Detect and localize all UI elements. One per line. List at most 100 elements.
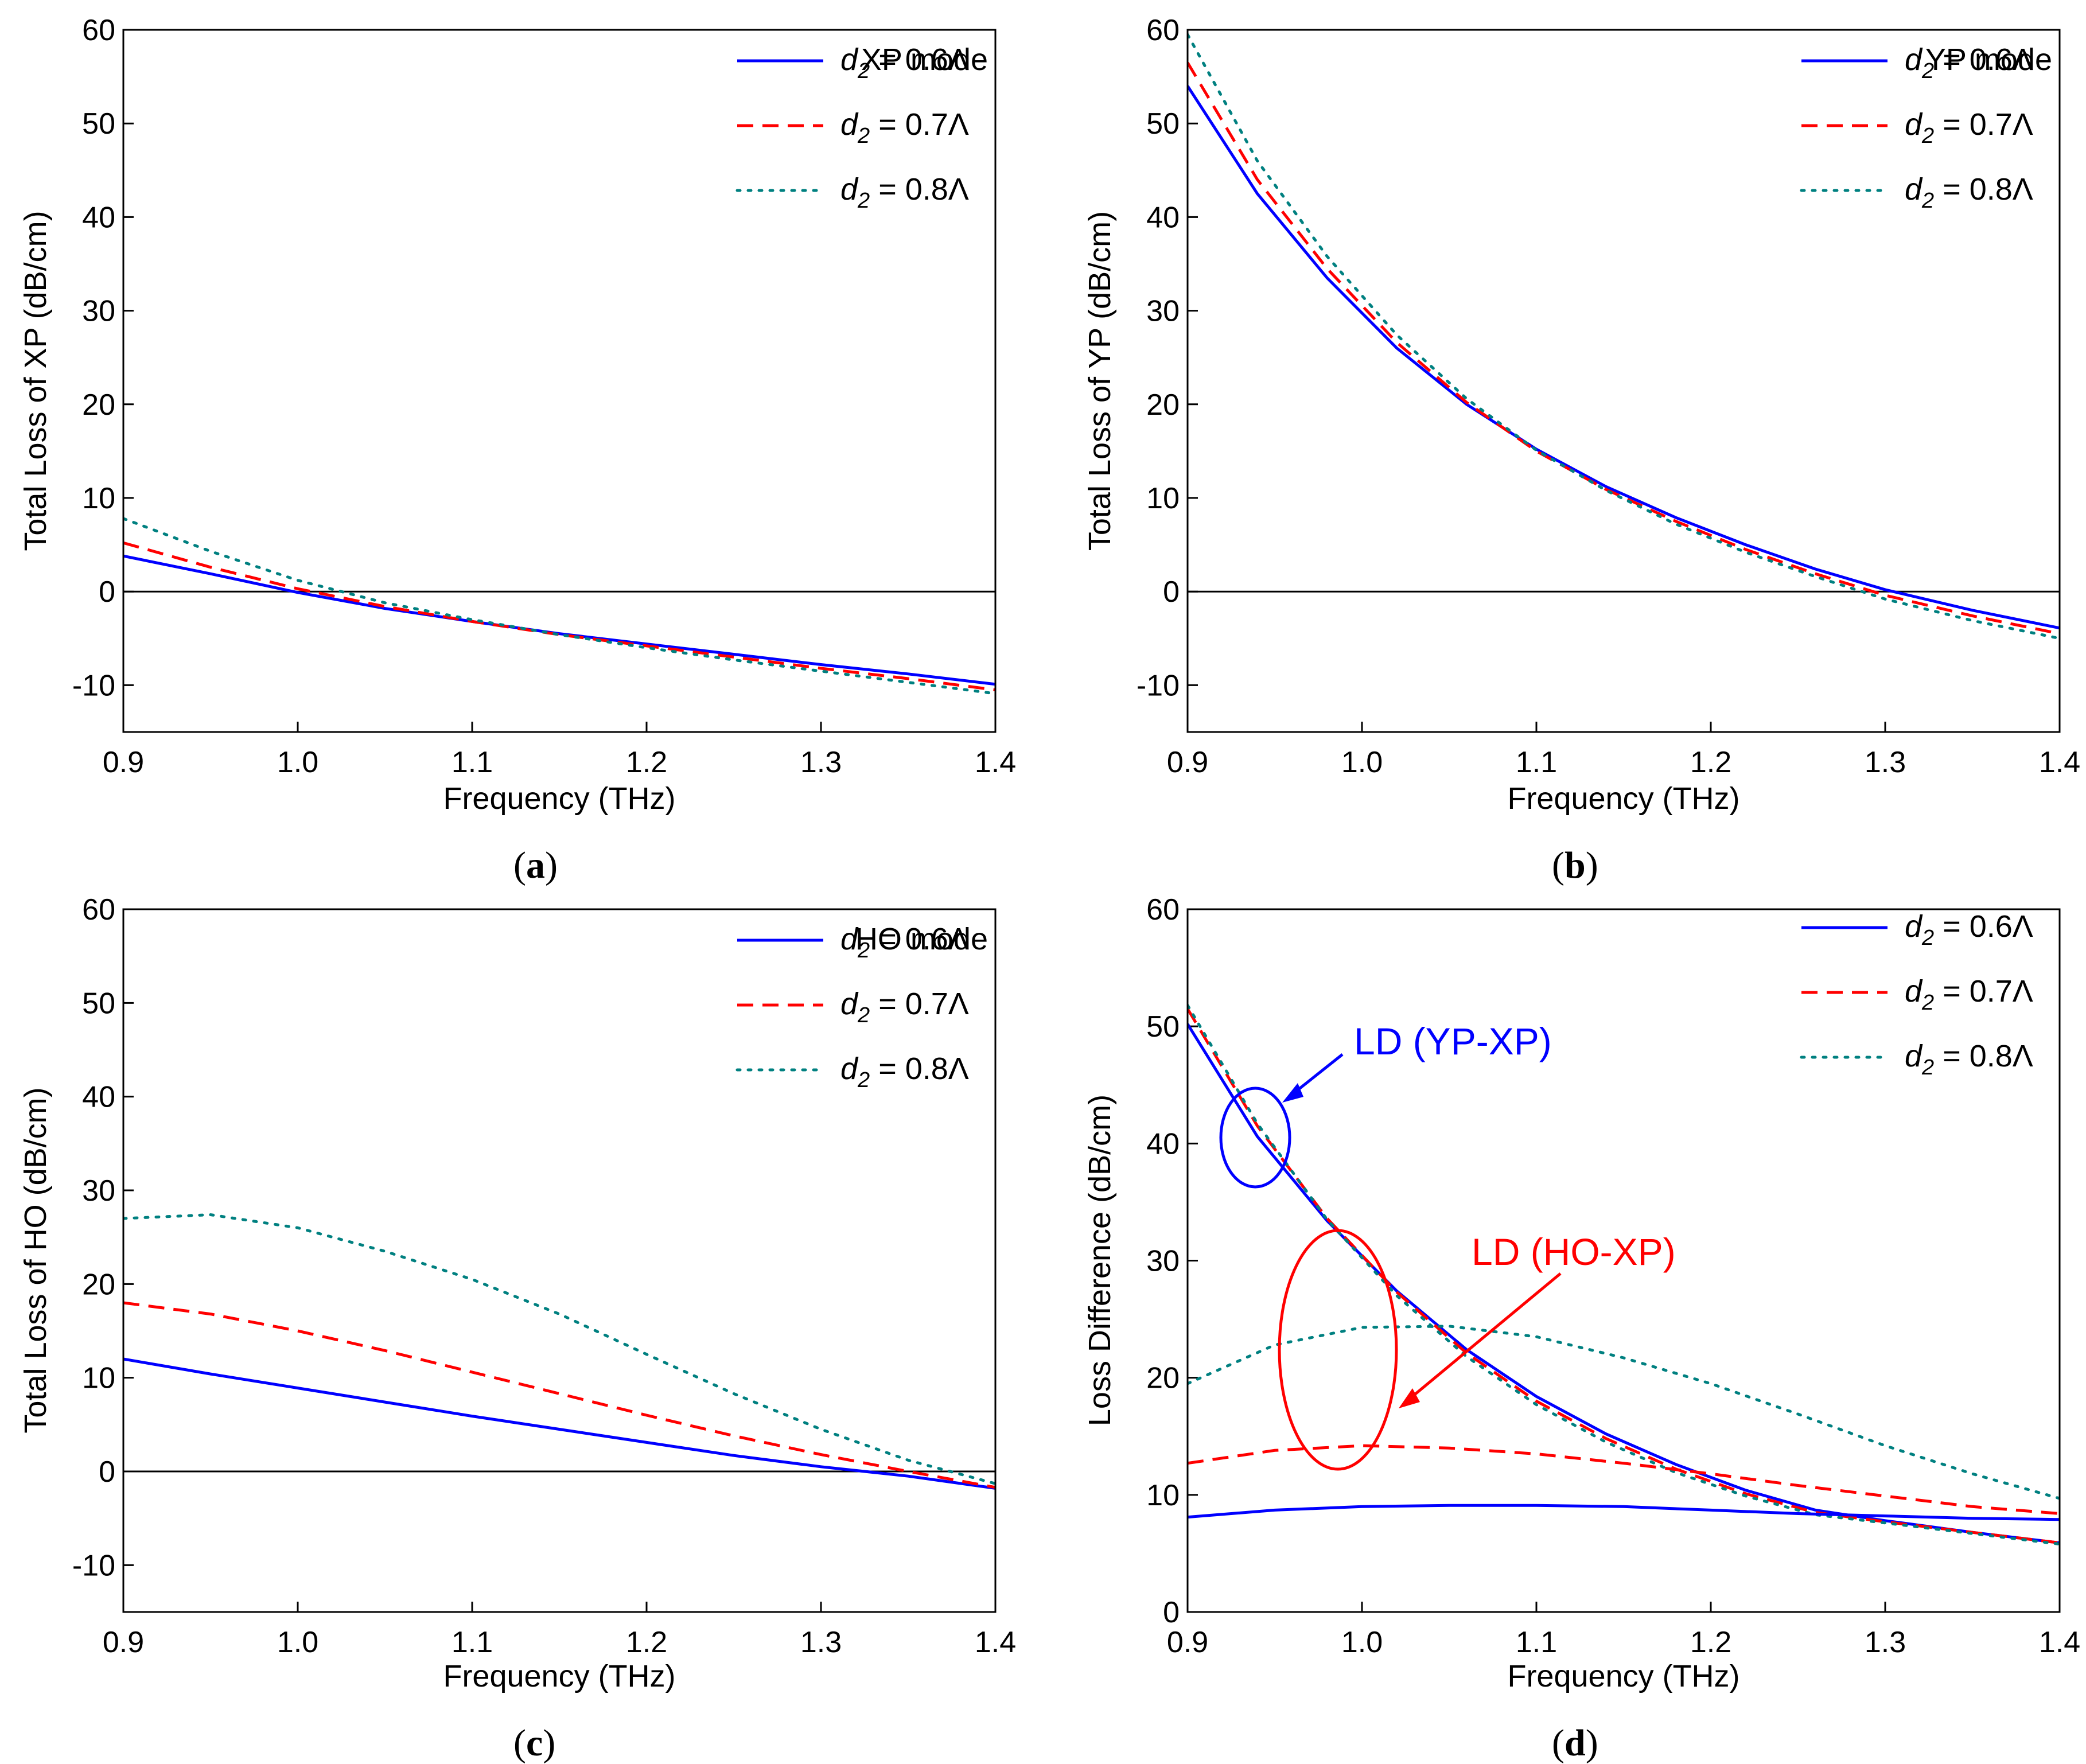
x-tick-label: 0.9	[1167, 1626, 1208, 1659]
x-tick-label: 1.1	[1516, 746, 1557, 779]
x-tick-label: 1.0	[1341, 746, 1383, 779]
panel-a: 0.9 1.0 1.1 1.2 1.3 1.4 -10 0 10 20 30 40 50 60 Total…	[18, 14, 1016, 886]
y-tick-label: 30	[82, 1174, 115, 1208]
x-tick-label: 1.0	[277, 1626, 318, 1659]
legend-label: d2 = 0.7Λ	[840, 107, 969, 148]
y-tick-label: 30	[1146, 295, 1180, 328]
y-tick-label: 60	[1146, 14, 1180, 47]
axis-ticks-a: 0.9 1.0 1.1 1.2 1.3 1.4 -10 0 10 20 30 40 50 60	[72, 14, 1016, 779]
axis-ticks-d: 0.9 1.0 1.1 1.2 1.3 1.4 0 10 20 30 40 50 60	[1146, 893, 2080, 1659]
legend-title-b: YP mode	[1925, 42, 2052, 77]
legend-title-a: XP mode	[861, 42, 988, 77]
y-tick-label: 60	[82, 893, 115, 926]
annotation-label-ho-xp: LD (HO-XP)	[1472, 1230, 1676, 1273]
plot-frame-a	[122, 29, 997, 733]
x-tick-label: 1.4	[2039, 1626, 2080, 1659]
y-tick-label: 40	[1146, 1127, 1180, 1161]
legend-label: d2 = 0.6Λ	[1905, 909, 2033, 950]
legend-c: HO mode d2 = 0.6Λ d2 = 0.7Λ d2 = 0.8Λ	[735, 922, 988, 1092]
legend-label: d2 = 0.8Λ	[840, 172, 969, 213]
y-tick-label: 50	[1146, 107, 1180, 141]
x-tick-label: 0.9	[1167, 746, 1208, 779]
x-tick-label: 1.4	[2039, 746, 2080, 779]
y-axis-label-b: Total Loss of YP (dB/cm)	[1083, 211, 1117, 551]
series-line-d2-0-6-	[123, 554, 995, 686]
annotation-ellipse-yp-xp	[1219, 1087, 1291, 1189]
panel-d: 0.9 1.0 1.1 1.2 1.3 1.4 0 10 20 30 40 50 60 Loss Dif…	[1083, 893, 2080, 1764]
y-tick-label: 60	[82, 14, 115, 47]
y-axis-label-c: Total Loss of HO (dB/cm)	[18, 1087, 53, 1433]
y-tick-label: -10	[72, 1549, 115, 1582]
x-tick-label: 1.0	[277, 746, 318, 779]
panel-caption-b: (b)	[1552, 844, 1598, 886]
axis-ticks-b: 0.9 1.0 1.1 1.2 1.3 1.4 -10 0 10 20 30 40 50 60	[1137, 14, 2080, 779]
y-tick-label: 50	[82, 987, 115, 1020]
x-tick-label: 0.9	[103, 746, 144, 779]
x-tick-label: 1.4	[975, 746, 1016, 779]
series-line-d2-0-7-	[123, 1301, 995, 1489]
x-tick-label: 1.3	[1865, 746, 1906, 779]
x-tick-label: 1.1	[452, 1626, 493, 1659]
legend-label: d2 = 0.7Λ	[1905, 974, 2033, 1015]
series-group-b	[1188, 33, 2060, 640]
y-tick-label: -10	[1137, 669, 1180, 702]
y-tick-label: 30	[82, 295, 115, 328]
y-tick-label: 0	[1163, 1596, 1180, 1629]
legend-b: YP mode d2 = 0.6Λ d2 = 0.7Λ d2 = 0.8Λ	[1800, 42, 2052, 213]
annotation-arrow-yp-xp	[1291, 1053, 1344, 1096]
series-line-d2-0-7-	[123, 541, 995, 692]
x-tick-label: 1.2	[1690, 746, 1731, 779]
legend-label: d2 = 0.8Λ	[1905, 172, 2033, 213]
legend-label: d2 = 0.6Λ	[840, 42, 969, 83]
plot-frame-d	[1186, 908, 2061, 1613]
series-line-ld-ho-xp-d2-0-8-	[1188, 1325, 2060, 1500]
x-tick-label: 1.2	[1690, 1626, 1731, 1659]
axis-ticks-c: 0.9 1.0 1.1 1.2 1.3 1.4 -10 0 10 20 30 40 50 60	[72, 893, 1016, 1659]
x-tick-label: 1.3	[800, 1626, 842, 1659]
x-tick-label: 1.3	[1865, 1626, 1906, 1659]
series-line-ld-yp-xp-d2-0-7-	[1188, 1008, 2060, 1544]
legend-title-c: HO mode	[855, 922, 988, 956]
series-line-ld-yp-xp-d2-0-8-	[1188, 1003, 2060, 1546]
x-tick-label: 1.2	[626, 1626, 667, 1659]
annotation-ld-ho-xp: LD (HO-XP)	[1278, 1229, 1676, 1471]
y-tick-label: 40	[1146, 201, 1180, 234]
legend-label: d2 = 0.7Λ	[840, 987, 969, 1027]
series-line-d2-0-6-	[1188, 85, 2060, 630]
legend-label: d2 = 0.6Λ	[1905, 42, 2033, 83]
x-tick-label: 1.2	[626, 746, 667, 779]
x-axis-label-a: Frequency (THz)	[443, 781, 675, 816]
y-axis-label-d: Loss Difference (dB/cm)	[1083, 1095, 1117, 1426]
y-tick-label: 30	[1146, 1245, 1180, 1278]
series-group-c	[123, 1213, 995, 1490]
x-tick-label: 1.1	[452, 746, 493, 779]
panel-caption-c: (c)	[513, 1722, 555, 1764]
series-line-d2-0-8-	[123, 517, 995, 695]
legend-label: d2 = 0.8Λ	[1905, 1039, 2033, 1080]
x-tick-label: 1.0	[1341, 1626, 1383, 1659]
legend-a: XP mode d2 = 0.6Λ d2 = 0.7Λ d2 = 0.8Λ	[735, 42, 988, 213]
y-tick-label: 60	[1146, 893, 1180, 926]
y-tick-label: 40	[82, 201, 115, 234]
x-tick-label: 1.4	[975, 1626, 1016, 1659]
y-tick-label: 0	[99, 1455, 115, 1489]
panel-caption-a: (a)	[513, 844, 558, 886]
panel-c: 0.9 1.0 1.1 1.2 1.3 1.4 -10 0 10 20 30 40 50 60 Total…	[18, 893, 1016, 1764]
annotation-arrow-ho-xp	[1407, 1272, 1562, 1401]
y-tick-label: 10	[1146, 1479, 1180, 1512]
series-line-d2-0-6-	[123, 1357, 995, 1490]
series-line-d2-0-7-	[1188, 61, 2060, 636]
x-axis-label-c: Frequency (THz)	[443, 1659, 675, 1693]
series-line-ld-ho-xp-d2-0-7-	[1188, 1444, 2060, 1515]
y-tick-label: 40	[82, 1081, 115, 1114]
x-tick-label: 0.9	[103, 1626, 144, 1659]
x-axis-label-b: Frequency (THz)	[1507, 781, 1739, 816]
x-tick-label: 1.3	[800, 746, 842, 779]
annotation-ellipse-ho-xp	[1278, 1229, 1398, 1471]
legend-label: d2 = 0.8Λ	[840, 1052, 969, 1092]
series-line-ld-ho-xp-d2-0-6-	[1188, 1504, 2060, 1521]
legend-label: d2 = 0.6Λ	[840, 922, 969, 963]
y-axis-label-a: Total Loss of XP (dB/cm)	[18, 211, 53, 551]
y-tick-label: 0	[1163, 575, 1180, 609]
